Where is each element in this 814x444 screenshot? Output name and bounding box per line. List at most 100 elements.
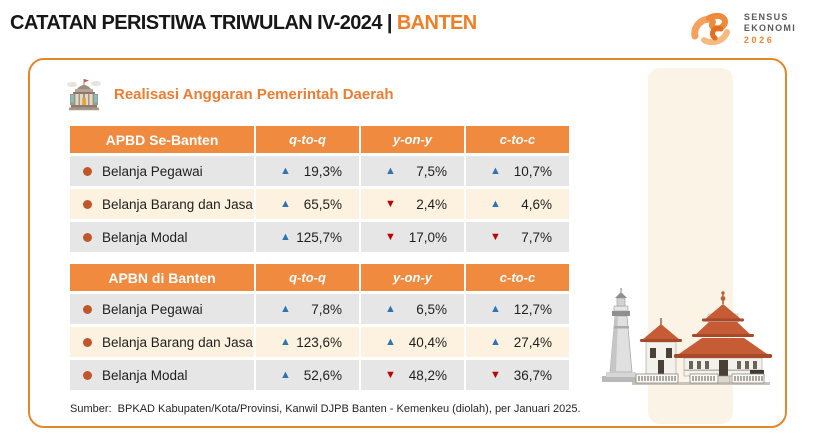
row-label-cell: Belanja Pegawai [70,156,254,186]
page-title: CATATAN PERISTIWA TRIWULAN IV-2024 | BANTE… [10,12,477,35]
row-label-cell: Belanja Barang dan Jasa [70,189,254,219]
trend-icon [490,337,501,348]
row-label: Belanja Barang dan Jasa [102,334,253,350]
logo-line2: EKONOMI [743,23,796,34]
section-header: Realisasi Anggaran Pemerintah Daerah [66,78,785,111]
trend-icon [280,199,291,210]
trend-icon [385,232,396,243]
table-row: Belanja Barang dan Jasa 123,6% 40,4% 27,… [70,327,569,357]
table-title: APBD Se-Banten [70,126,254,153]
row-label-cell: Belanja Modal [70,360,254,390]
logo-line1: SENSUS [743,12,789,23]
trend-icon [490,370,501,381]
section-title: Realisasi Anggaran Pemerintah Daerah [114,86,394,103]
value-cell: 12,7% [466,294,569,324]
banten-mosque-illustration [602,288,772,385]
value-cell: 48,2% [361,360,464,390]
row-label: Belanja Modal [102,367,188,383]
column-header-qtoq: q-to-q [256,126,359,153]
row-label: Belanja Pegawai [102,163,203,179]
value: 4,6% [521,196,552,212]
content-card: Realisasi Anggaran Pemerintah Daerah APB… [28,58,787,428]
table-apbn-di-banten: APBN di Banten q-to-q y-on-y c-to-c Bela… [70,264,569,390]
value-cell: 10,7% [466,156,569,186]
bullet-icon [83,232,92,242]
bullet-icon [83,304,92,314]
value: 6,5% [416,301,447,317]
value-cell: 123,6% [256,327,359,357]
table-apbd-se-banten: APBD Se-Banten q-to-q y-on-y c-to-c Bela… [70,126,569,252]
table-header-row: APBN di Banten q-to-q y-on-y c-to-c [70,264,569,291]
value-cell: 36,7% [466,360,569,390]
value: 7,5% [416,163,447,179]
table-row: Belanja Pegawai 7,8% 6,5% 12,7% [70,294,569,324]
row-label-cell: Belanja Barang dan Jasa [70,327,254,357]
row-label-cell: Belanja Modal [70,222,254,252]
value: 7,7% [521,229,552,245]
trend-icon [280,337,291,348]
sensus-ekonomi-ribbon-icon [691,12,730,46]
column-header-yony: y-on-y [361,126,464,153]
trend-icon [385,166,396,177]
bullet-icon [83,370,92,380]
value: 19,3% [303,163,342,179]
column-header-ctoc: c-to-c [466,264,569,291]
bullet-icon [83,166,92,176]
trend-icon [280,304,291,315]
value-cell: 6,5% [361,294,464,324]
value-cell: 19,3% [256,156,359,186]
row-label: Belanja Pegawai [102,301,203,317]
value: 27,4% [513,334,552,350]
value: 12,7% [513,301,552,317]
value: 123,6% [296,334,342,350]
table-header-row: APBD Se-Banten q-to-q y-on-y c-to-c [70,126,569,153]
top-bar: CATATAN PERISTIWA TRIWULAN IV-2024 | BANTE… [0,0,814,48]
sensus-ekonomi-logo: SENSUS EKONOMI 2026 [691,10,796,48]
trend-icon [385,304,396,315]
value-cell: 125,7% [256,222,359,252]
table-row: Belanja Pegawai 19,3% 7,5% 10,7% [70,156,569,186]
trend-icon [385,337,396,348]
value-cell: 7,5% [361,156,464,186]
table-row: Belanja Barang dan Jasa 65,5% 2,4% 4,6% [70,189,569,219]
value: 65,5% [303,196,342,212]
value-cell: 7,7% [466,222,569,252]
trend-icon [490,304,501,315]
value-cell: 7,8% [256,294,359,324]
value: 52,6% [303,367,342,383]
table-row: Belanja Modal 125,7% 17,0% 7,7% [70,222,569,252]
row-label: Belanja Modal [102,229,188,245]
trend-icon [280,166,291,177]
value: 36,7% [513,367,552,383]
trend-icon [385,199,396,210]
value: 40,4% [408,334,447,350]
logo-year: 2026 [743,34,775,45]
trend-icon [280,232,291,243]
value-cell: 17,0% [361,222,464,252]
value: 7,8% [311,301,342,317]
bullet-icon [83,337,92,347]
title-separator: | [386,12,393,34]
source-note: Sumber: BPKAD Kabupaten/Kota/Provinsi, K… [70,403,581,415]
value-cell: 27,4% [466,327,569,357]
value-cell: 4,6% [466,189,569,219]
value: 2,4% [416,196,447,212]
trend-icon [490,199,501,210]
table-title: APBN di Banten [70,264,254,291]
value-cell: 40,4% [361,327,464,357]
bullet-icon [83,199,92,209]
logo-text: SENSUS EKONOMI 2026 [744,12,796,46]
value: 48,2% [408,367,447,383]
trend-icon [280,370,291,381]
value-cell: 2,4% [361,189,464,219]
value: 10,7% [513,163,552,179]
value-cell: 65,5% [256,189,359,219]
page-title-region: BANTEN [396,12,477,34]
row-label-cell: Belanja Pegawai [70,294,254,324]
value: 125,7% [296,229,342,245]
trend-icon [490,232,501,243]
table-row: Belanja Modal 52,6% 48,2% 36,7% [70,360,569,390]
government-building-icon [67,79,101,111]
page-title-main: CATATAN PERISTIWA TRIWULAN IV-2024 [10,12,382,34]
value-cell: 52,6% [256,360,359,390]
